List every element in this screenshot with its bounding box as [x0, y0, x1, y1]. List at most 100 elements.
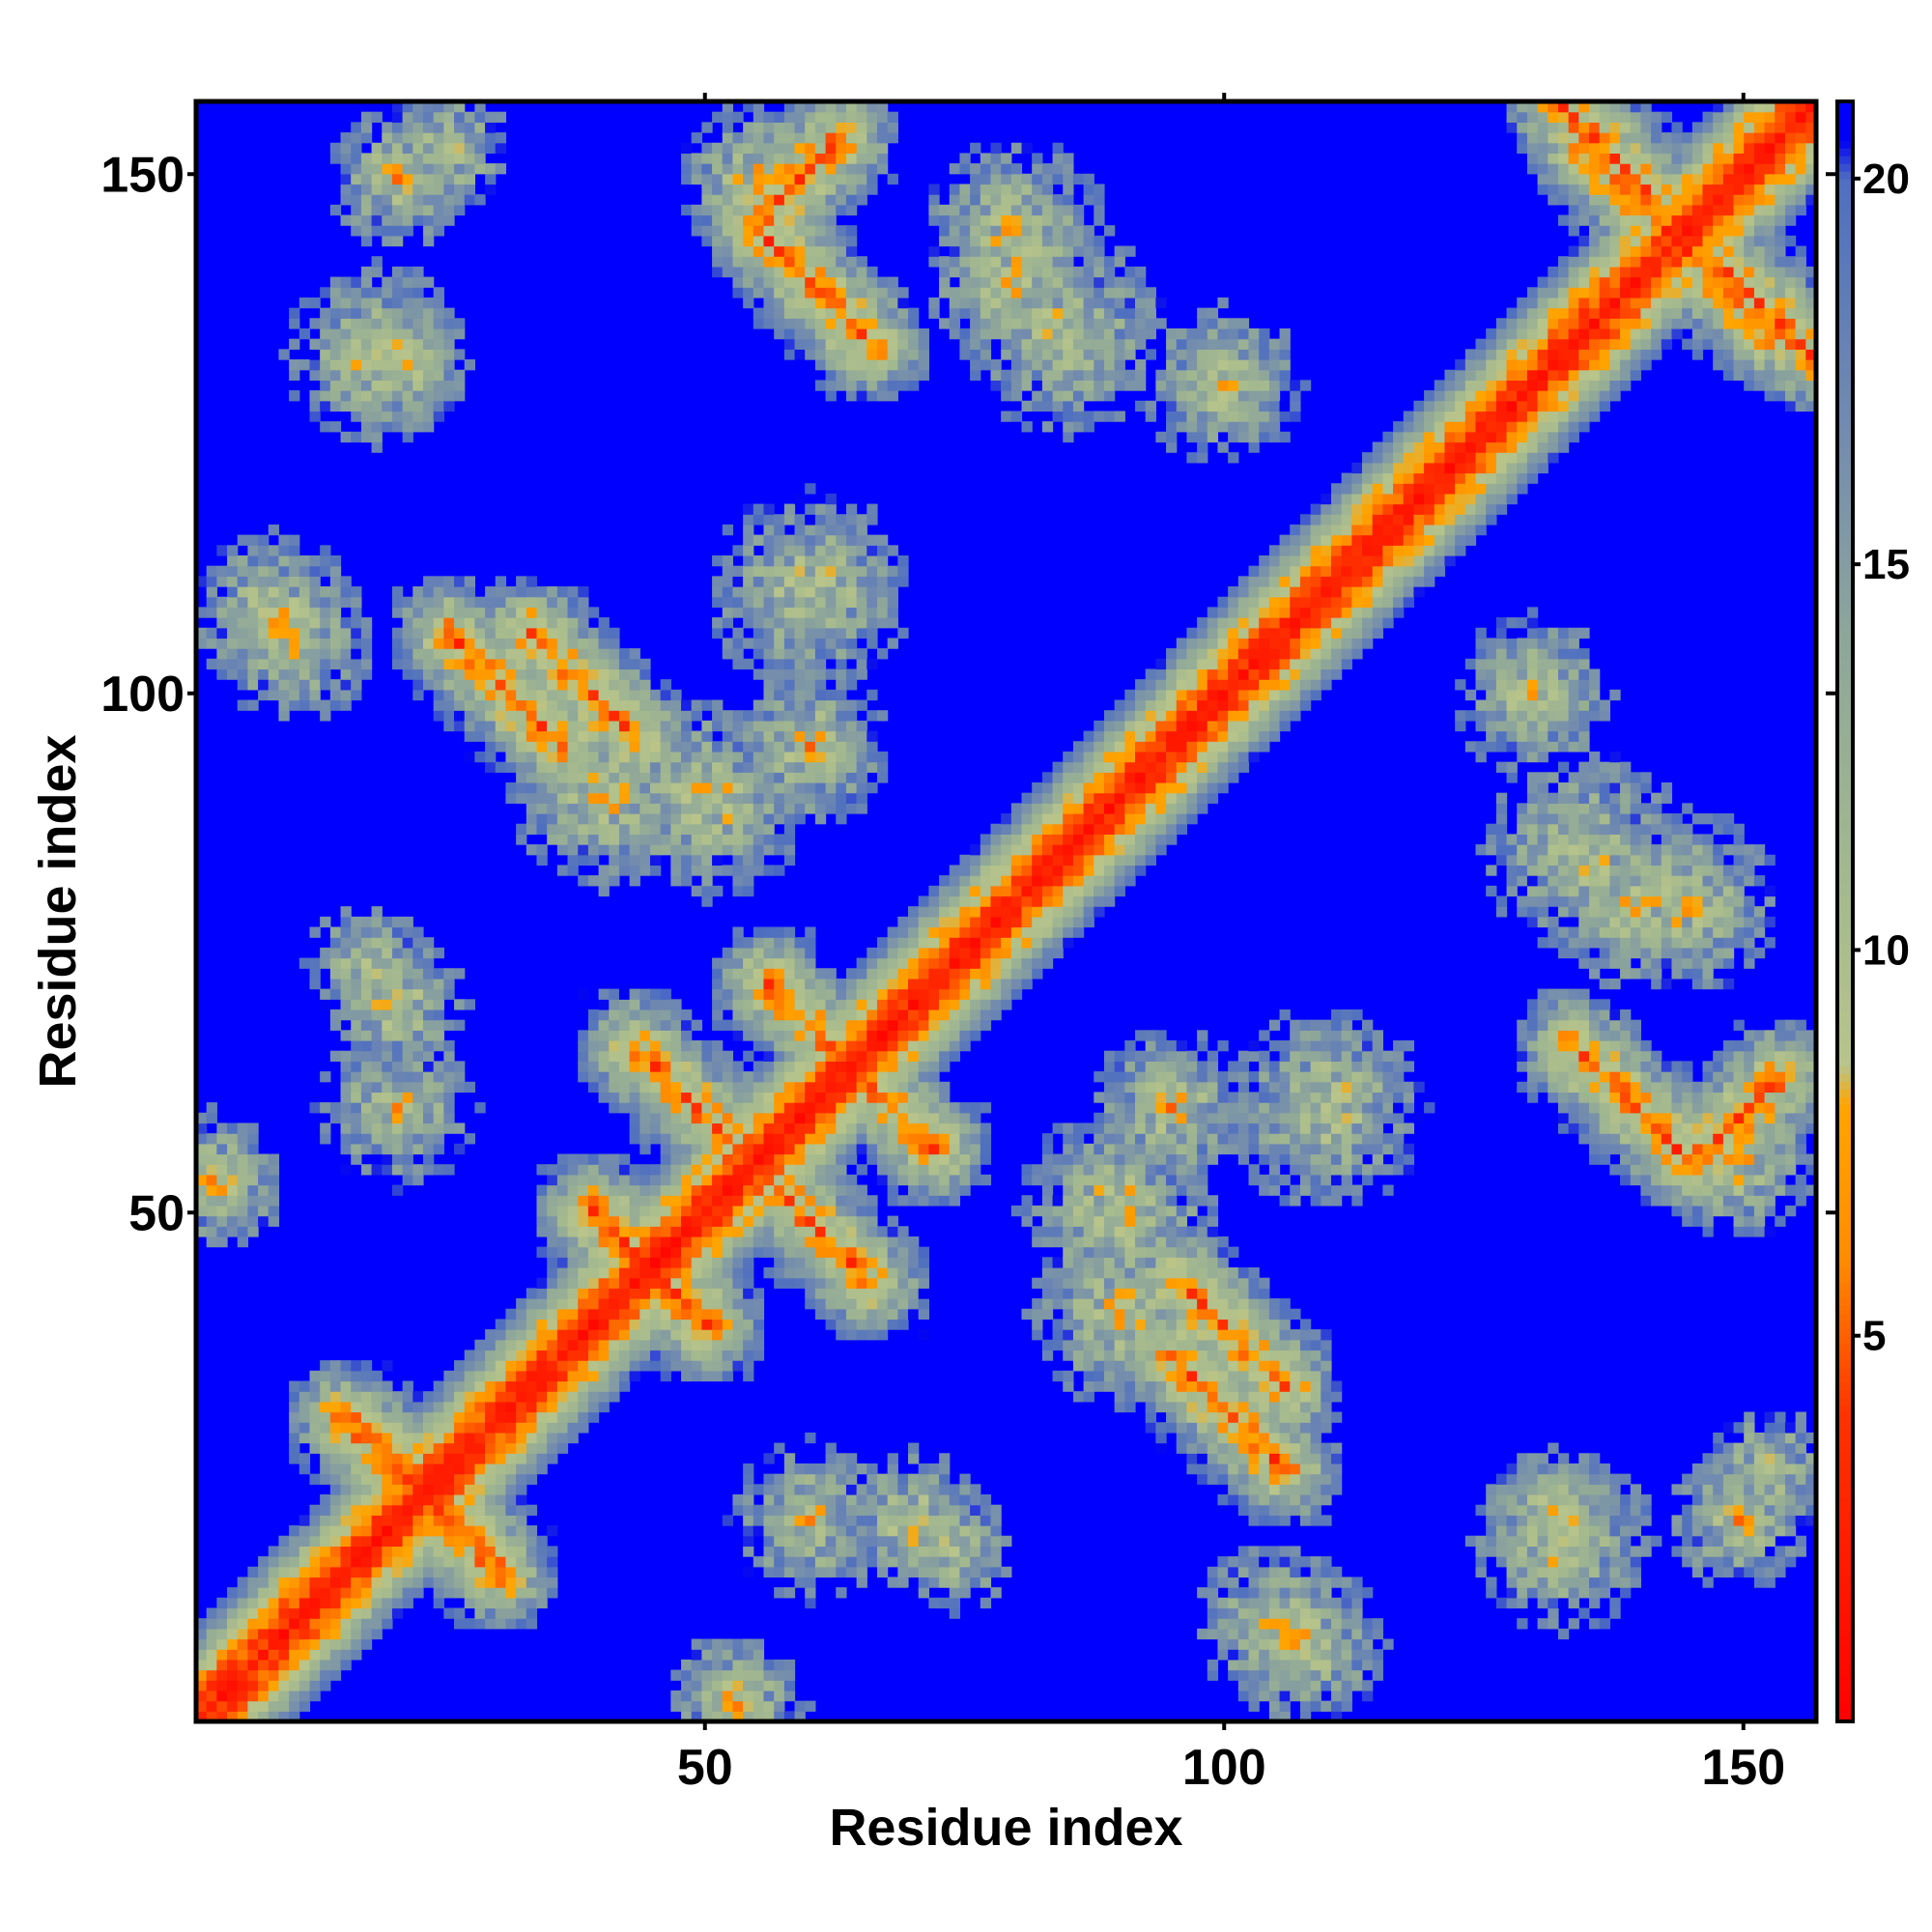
heatmap-cell: [371, 988, 383, 1000]
heatmap-cell: [794, 565, 806, 577]
heatmap-cell: [836, 978, 847, 990]
heatmap-cell: [391, 1607, 404, 1619]
heatmap-cell: [443, 1019, 455, 1031]
heatmap-cell: [474, 1411, 486, 1423]
heatmap-cell: [247, 1153, 259, 1165]
heatmap-cell: [845, 1329, 858, 1341]
heatmap-cell: [908, 1153, 920, 1165]
heatmap-cell: [206, 1628, 217, 1640]
heatmap-cell: [371, 1102, 383, 1114]
heatmap-cell: [805, 1061, 816, 1072]
heatmap-cell: [505, 648, 517, 660]
heatmap-cell: [598, 648, 610, 660]
heatmap-cell: [836, 1174, 847, 1186]
heatmap-cell: [712, 1700, 724, 1712]
heatmap-cell: [701, 895, 713, 907]
heatmap-cell: [639, 679, 651, 691]
heatmap-cell: [763, 153, 775, 164]
heatmap-cell: [763, 1071, 775, 1083]
heatmap-cell: [794, 163, 806, 175]
heatmap-cell: [433, 1453, 444, 1464]
heatmap-cell: [867, 297, 878, 309]
heatmap-cell: [867, 1215, 878, 1227]
heatmap-cell: [743, 1092, 754, 1103]
heatmap-cell: [836, 586, 847, 598]
heatmap-cell: [443, 720, 455, 732]
heatmap-cell: [897, 1061, 909, 1072]
heatmap-cell: [360, 111, 373, 123]
heatmap-cell: [443, 1546, 455, 1557]
heatmap-cell: [258, 1628, 270, 1640]
heatmap-cell: [670, 730, 682, 742]
heatmap-cell: [298, 297, 311, 309]
heatmap-cell: [629, 1174, 640, 1186]
heatmap-cell: [391, 153, 404, 164]
heatmap-cell: [485, 1463, 497, 1475]
heatmap-cell: [918, 1040, 929, 1052]
heatmap-cell: [825, 349, 837, 360]
heatmap-cell: [825, 194, 837, 206]
heatmap-cell: [649, 781, 662, 794]
heatmap-cell: [258, 1597, 270, 1609]
heatmap-cell: [794, 1205, 806, 1217]
heatmap-cell: [289, 369, 300, 381]
heatmap-cell: [670, 689, 682, 701]
heatmap-cell: [732, 999, 744, 1010]
heatmap-cell: [639, 834, 651, 845]
heatmap-cell: [547, 679, 558, 691]
heatmap-cell: [609, 761, 620, 773]
heatmap-cell: [258, 1649, 270, 1661]
heatmap-cell: [681, 1246, 693, 1258]
heatmap-cell: [887, 937, 898, 949]
heatmap-cell: [422, 1515, 435, 1526]
heatmap-cell: [763, 648, 775, 660]
heatmap-cell: [743, 1370, 754, 1382]
heatmap-cell: [547, 1236, 558, 1248]
heatmap-cell: [712, 781, 724, 794]
heatmap-cell: [845, 318, 858, 329]
heatmap-cell: [609, 1071, 620, 1083]
heatmap-cell: [732, 865, 744, 876]
heatmap-cell: [918, 1153, 929, 1165]
heatmap-cell: [897, 1030, 909, 1041]
heatmap-cell: [722, 823, 734, 835]
heatmap-cell: [639, 720, 651, 732]
heatmap-cell: [908, 1102, 920, 1114]
heatmap-cell: [836, 1226, 847, 1237]
heatmap-cell: [598, 761, 610, 773]
heatmap-cell: [856, 1494, 867, 1506]
heatmap-cell: [867, 1546, 878, 1557]
heatmap-cell: [876, 327, 889, 340]
heatmap-cell: [320, 947, 331, 959]
heatmap-cell: [309, 1380, 321, 1392]
heatmap-cell: [712, 1092, 724, 1103]
heatmap-cell: [783, 276, 796, 288]
heatmap-cell: [567, 1184, 579, 1196]
heatmap-cell: [691, 1246, 702, 1258]
heatmap-cell: [351, 916, 362, 928]
heatmap-cell: [433, 1494, 444, 1506]
heatmap-cell: [701, 885, 713, 897]
heatmap-cell: [340, 1504, 352, 1516]
heatmap-cell: [247, 699, 259, 711]
heatmap-cell: [814, 318, 827, 329]
heatmap-cell: [794, 999, 806, 1010]
heatmap-cell: [598, 1174, 610, 1186]
heatmap-cell: [433, 1525, 444, 1537]
heatmap-cell: [836, 1071, 847, 1083]
heatmap-cell: [722, 235, 734, 247]
heatmap-cell: [433, 1442, 444, 1454]
heatmap-cell: [876, 576, 889, 587]
heatmap-cell: [660, 1226, 671, 1237]
heatmap-cell: [928, 1153, 940, 1165]
heatmap-cell: [867, 741, 878, 753]
heatmap-cell: [495, 1442, 507, 1454]
heatmap-cell: [876, 1009, 889, 1021]
heatmap-cell: [382, 327, 393, 340]
heatmap-cell: [908, 1535, 920, 1548]
heatmap-cell: [825, 163, 837, 175]
heatmap-cell: [422, 122, 435, 133]
heatmap-cell: [556, 1246, 569, 1258]
heatmap-cell: [247, 586, 259, 598]
heatmap-cell: [485, 1380, 497, 1392]
